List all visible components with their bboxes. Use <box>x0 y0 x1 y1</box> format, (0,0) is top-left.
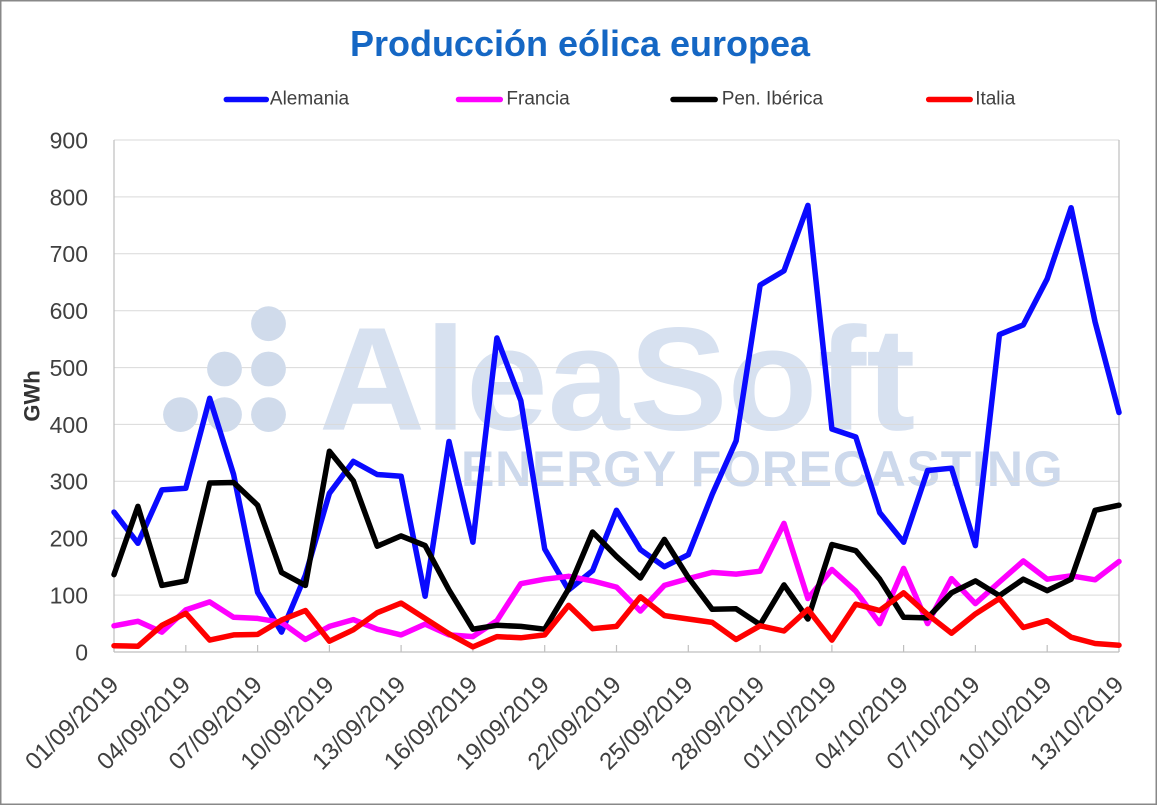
svg-text:100: 100 <box>50 583 88 609</box>
svg-text:700: 700 <box>50 241 88 267</box>
svg-text:600: 600 <box>50 298 88 324</box>
svg-text:AleaSoft: AleaSoft <box>319 298 915 462</box>
svg-text:ENERGY FORECASTING: ENERGY FORECASTING <box>461 441 1063 497</box>
svg-text:300: 300 <box>50 469 88 495</box>
svg-text:900: 900 <box>50 127 88 153</box>
svg-text:400: 400 <box>50 412 88 438</box>
svg-text:0: 0 <box>75 639 88 665</box>
svg-text:800: 800 <box>50 184 88 210</box>
svg-text:Pen. Ibérica: Pen. Ibérica <box>722 89 824 110</box>
svg-text:Francia: Francia <box>506 89 570 110</box>
svg-text:Producción eólica europea: Producción eólica europea <box>350 23 811 64</box>
svg-text:200: 200 <box>50 526 88 552</box>
svg-text:Italia: Italia <box>975 89 1016 110</box>
svg-text:GWh: GWh <box>20 370 45 421</box>
svg-text:500: 500 <box>50 355 88 381</box>
svg-text:Alemania: Alemania <box>270 89 350 110</box>
